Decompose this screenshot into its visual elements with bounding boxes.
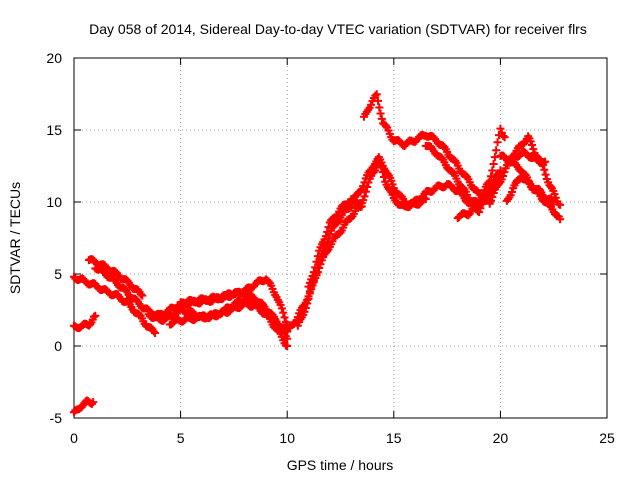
- data-point: [360, 192, 369, 201]
- data-point: [490, 153, 499, 162]
- y-tick-label: 0: [54, 338, 62, 354]
- data-point: [485, 177, 494, 186]
- series-trace-r: [507, 148, 550, 168]
- data-point: [151, 329, 160, 338]
- series-trace-h: [165, 298, 292, 350]
- data-point: [279, 308, 288, 317]
- data-point: [323, 227, 332, 236]
- data-point: [321, 232, 330, 241]
- data-point: [375, 103, 384, 112]
- data-point: [357, 202, 366, 211]
- x-axis-label: GPS time / hours: [287, 457, 394, 473]
- data-point: [324, 223, 333, 232]
- series-trace-q: [496, 151, 565, 224]
- data-point: [301, 304, 310, 313]
- series-trace-l: [359, 90, 494, 206]
- data-point: [421, 195, 430, 204]
- data-point: [527, 141, 536, 150]
- y-tick-label: 15: [46, 122, 62, 138]
- data-point: [374, 96, 383, 105]
- data-point: [541, 170, 550, 179]
- data-point: [556, 200, 565, 209]
- data-point: [496, 124, 505, 133]
- x-tick-label: 0: [70, 430, 78, 446]
- data-point: [377, 114, 386, 123]
- tick-labels: 0 5 10 15 20 25 -5 0 5 10 15 20: [46, 50, 615, 446]
- data-point: [376, 109, 385, 118]
- series-trace-g: [176, 275, 292, 329]
- series-trace-k: [304, 194, 366, 291]
- plot-frame: [73, 57, 608, 419]
- series-trace-n: [453, 124, 509, 223]
- data-point: [493, 138, 502, 147]
- ticks: [73, 57, 608, 419]
- data-point: [489, 160, 498, 169]
- grid: [74, 58, 607, 418]
- data-point: [303, 299, 312, 308]
- data-point: [540, 165, 549, 174]
- data-point: [500, 133, 509, 142]
- y-tick-label: -5: [50, 410, 63, 426]
- data-point: [277, 304, 286, 313]
- x-tick-label: 10: [279, 430, 295, 446]
- y-tick-label: 20: [46, 50, 62, 66]
- data-point: [556, 215, 565, 224]
- data-point: [305, 289, 314, 298]
- data-point: [541, 157, 550, 166]
- data-point: [280, 313, 289, 322]
- series-trace-b: [70, 311, 100, 333]
- series-trace-c: [70, 272, 160, 338]
- data-points: [70, 90, 565, 417]
- data-point: [304, 294, 313, 303]
- data-point: [89, 398, 98, 407]
- x-tick-label: 20: [493, 430, 509, 446]
- data-point: [487, 172, 496, 181]
- x-tick-label: 25: [599, 430, 615, 446]
- data-point: [312, 257, 321, 266]
- data-point: [311, 263, 320, 272]
- data-point: [372, 90, 381, 99]
- y-axis-label: SDTVAR / TECUs: [7, 182, 23, 294]
- data-point: [309, 268, 318, 277]
- y-tick-label: 5: [54, 266, 62, 282]
- data-point: [91, 311, 100, 320]
- series-trace-j: [293, 153, 430, 330]
- data-point: [138, 291, 147, 300]
- chart-title: Day 058 of 2014, Sidereal Day-to-day VTE…: [89, 21, 587, 37]
- series-trace-a: [70, 396, 98, 417]
- data-point: [283, 342, 292, 350]
- y-tick-label: 10: [46, 194, 62, 210]
- data-point: [488, 166, 497, 175]
- data-point: [313, 252, 322, 261]
- data-point: [492, 146, 501, 155]
- x-tick-label: 15: [386, 430, 402, 446]
- x-tick-label: 5: [177, 430, 185, 446]
